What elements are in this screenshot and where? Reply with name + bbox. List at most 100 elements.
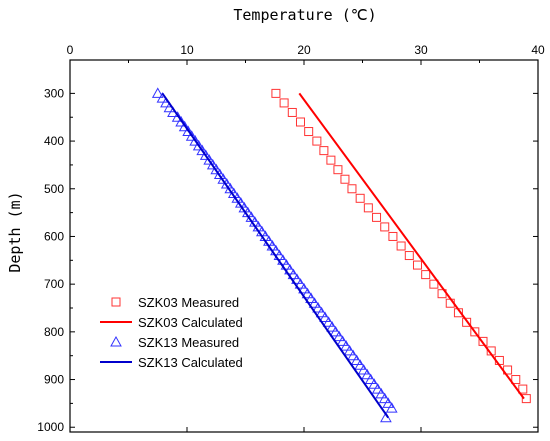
data-point-szk03-measured	[363, 203, 373, 213]
data-point-szk13-measured	[322, 316, 335, 327]
data-point-szk13-measured	[294, 278, 307, 289]
data-point-szk03-measured	[326, 155, 336, 165]
data-point-szk13-measured	[347, 349, 359, 361]
data-point-szk13-measured	[319, 311, 331, 323]
x-tick-label: 30	[414, 43, 428, 57]
y-tick-label: 300	[44, 86, 64, 100]
data-point-szk03-measured	[312, 136, 322, 146]
data-point-szk13-measured	[273, 249, 286, 261]
data-point-szk03-measured	[396, 241, 406, 251]
data-point-szk13-measured	[185, 130, 198, 141]
data-point-szk13-measured	[308, 297, 321, 308]
y-tick-label: 900	[44, 373, 64, 387]
axis-ticks: 0 10 20 30 40 300 400 500 600 700 800 900 1000	[37, 43, 545, 434]
data-point-szk13-measured	[199, 149, 212, 160]
y-tick-label: 1000	[37, 420, 64, 434]
data-point-szk13-measured	[350, 354, 363, 365]
data-point-szk03-measured	[319, 146, 329, 156]
data-point-szk13-measured	[354, 359, 367, 370]
data-point-szk03-measured	[380, 222, 390, 232]
series-line-szk13-calculated	[161, 92, 390, 419]
data-point-szk13-measured	[182, 125, 195, 137]
y-tick-label: 500	[44, 182, 64, 196]
data-point-szk13-measured	[343, 344, 356, 356]
x-axis-title: Temperature (℃)	[233, 6, 376, 24]
data-point-szk03-measured	[388, 231, 398, 241]
data-point-szk13-measured	[175, 115, 187, 127]
data-point-szk13-measured	[206, 158, 219, 170]
legend-label-szk03-measured: SZK03 Measured	[138, 295, 239, 310]
data-point-szk03-measured	[521, 394, 531, 404]
data-point-szk13-measured	[340, 340, 352, 351]
data-point-szk13-measured	[291, 273, 303, 284]
data-point-szk13-measured	[171, 111, 184, 122]
data-point-szk03-measured	[478, 336, 488, 346]
data-point-szk03-measured	[470, 327, 480, 337]
data-point-szk03-measured	[340, 174, 350, 184]
data-point-szk03-measured	[412, 260, 422, 270]
y-tick-label: 600	[44, 229, 64, 243]
y-tick-label: 400	[44, 134, 64, 148]
x-tick-label: 20	[297, 43, 311, 57]
data-point-szk03-measured	[518, 384, 528, 394]
data-point-szk13-measured	[371, 383, 384, 394]
legend: SZK03 Measured SZK03 Calculated SZK13 Meas…	[100, 295, 243, 370]
data-point-szk13-measured	[357, 363, 370, 375]
data-point-szk13-measured	[210, 163, 223, 175]
data-point-szk13-measured	[385, 402, 398, 413]
data-point-szk13-measured	[287, 268, 300, 280]
legend-label-szk13-measured: SZK13 Measured	[138, 335, 239, 350]
data-point-szk13-measured	[305, 292, 317, 303]
data-point-szk03-measured	[279, 98, 289, 108]
data-point-szk13-measured	[312, 301, 324, 313]
x-tick-label: 0	[67, 43, 74, 57]
series-szk03-calculated	[298, 92, 525, 400]
plot-frame	[69, 59, 539, 433]
data-point-szk13-measured	[336, 335, 349, 346]
data-point-szk03-measured	[462, 317, 472, 327]
data-point-szk03-measured	[404, 251, 414, 261]
data-point-szk13-measured	[333, 330, 345, 342]
data-point-szk13-measured	[203, 154, 216, 165]
data-point-szk03-measured	[333, 165, 343, 175]
data-point-szk13-measured	[178, 120, 191, 132]
y-axis-title: Depth (m)	[6, 191, 24, 272]
data-point-szk03-measured	[271, 88, 281, 98]
data-point-szk13-measured	[375, 387, 388, 399]
data-point-szk13-measured	[298, 282, 310, 294]
x-tick-label: 40	[531, 43, 545, 57]
legend-label-szk03-calculated: SZK03 Calculated	[138, 315, 243, 330]
data-point-szk13-measured	[213, 168, 226, 179]
data-point-szk03-measured	[287, 107, 297, 117]
x-tick-label: 10	[180, 43, 194, 57]
data-point-szk13-measured	[382, 397, 395, 408]
data-point-szk13-measured	[192, 139, 205, 151]
legend-swatch-szk13-measured	[110, 335, 122, 347]
data-point-szk13-measured	[368, 378, 381, 389]
series-layer	[151, 87, 531, 423]
data-point-szk03-measured	[372, 212, 382, 222]
data-point-szk13-measured	[280, 259, 293, 270]
data-point-szk13-measured	[378, 392, 391, 404]
data-point-szk03-measured	[295, 117, 305, 127]
data-point-szk13-measured	[326, 321, 338, 332]
series-szk13-calculated	[161, 92, 390, 419]
data-point-szk13-measured	[151, 87, 164, 98]
data-point-szk03-measured	[429, 279, 439, 289]
data-point-szk03-measured	[511, 375, 521, 385]
data-point-szk03-measured	[355, 193, 365, 203]
series-line-szk03-calculated	[298, 92, 525, 400]
data-point-szk13-measured	[364, 373, 377, 385]
data-point-szk13-measured	[277, 254, 289, 265]
legend-label-szk13-calculated: SZK13 Calculated	[138, 355, 243, 370]
data-point-szk13-measured	[301, 287, 314, 299]
data-point-szk13-measured	[315, 306, 328, 318]
y-tick-label: 700	[44, 277, 64, 291]
data-point-szk13-measured	[284, 263, 296, 275]
data-point-szk13-measured	[196, 144, 209, 156]
data-point-szk03-measured	[347, 184, 357, 194]
data-point-szk03-measured	[421, 270, 431, 280]
legend-swatch-szk03-measured	[111, 297, 121, 307]
data-point-szk13-measured	[189, 135, 202, 146]
